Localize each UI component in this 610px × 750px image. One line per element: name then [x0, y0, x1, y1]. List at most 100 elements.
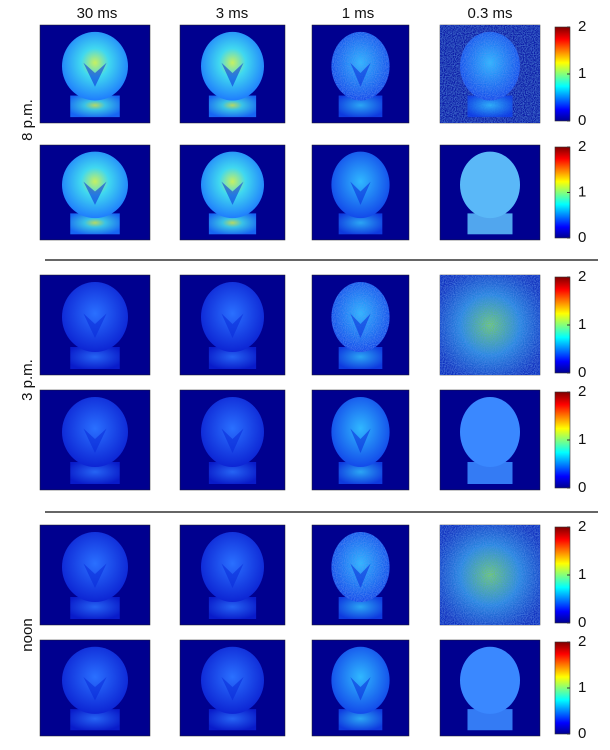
head — [331, 151, 390, 219]
colorbar-tick-label: 0 — [578, 229, 586, 246]
face-shadow — [83, 62, 107, 87]
colorbar-tick-label: 2 — [578, 383, 586, 400]
group-label: noon — [19, 618, 36, 651]
head — [460, 151, 520, 219]
face-image — [439, 639, 541, 737]
head — [201, 646, 264, 714]
face-image — [311, 524, 410, 626]
face-image — [179, 524, 286, 626]
column-header: 3 ms — [216, 5, 249, 22]
face-image — [39, 389, 151, 491]
column-header: 1 ms — [342, 5, 375, 22]
face-image — [39, 24, 151, 124]
colorbar-tick-label: 0 — [578, 364, 586, 381]
face-shadow — [83, 428, 107, 453]
head — [62, 282, 128, 352]
neck — [208, 597, 257, 619]
head — [62, 151, 128, 219]
face-image — [39, 639, 151, 737]
neck — [70, 213, 120, 235]
head — [62, 646, 128, 714]
face-shadow — [350, 428, 371, 453]
colorbar-tick-label: 0 — [578, 725, 586, 742]
head — [201, 532, 264, 602]
face-image — [179, 274, 286, 376]
face-image — [39, 274, 151, 376]
face-shadow — [350, 181, 371, 205]
neck — [467, 213, 513, 235]
neck — [338, 95, 383, 118]
colorbar-tick-label: 1 — [578, 183, 586, 200]
head — [62, 31, 128, 101]
colorbar-tick-label: 1 — [578, 431, 586, 448]
head — [201, 397, 264, 467]
head — [201, 31, 264, 101]
face-image — [311, 274, 410, 376]
head — [201, 151, 264, 219]
colorbar-tick-label: 2 — [578, 138, 586, 155]
neck — [70, 597, 120, 619]
head — [460, 397, 520, 467]
head — [331, 31, 390, 101]
colorbar-tick-label: 1 — [578, 679, 586, 696]
face-shadow — [350, 62, 371, 87]
face-shadow — [350, 313, 371, 338]
face-image — [311, 389, 410, 491]
face-image — [179, 389, 286, 491]
head — [201, 282, 264, 352]
column-header: 30 ms — [77, 5, 118, 22]
head — [62, 397, 128, 467]
face-shadow — [221, 676, 244, 701]
head — [331, 532, 390, 602]
head — [460, 31, 520, 101]
colorbar-tick-label: 2 — [578, 633, 586, 650]
neck — [208, 347, 257, 369]
face-shadow — [350, 676, 371, 701]
group-label: 8 p.m. — [19, 99, 36, 141]
colorbar-tick-label: 1 — [578, 316, 586, 333]
face-shadow — [221, 428, 244, 453]
neck — [208, 709, 257, 731]
face-shadow — [221, 181, 244, 205]
colorbar-tick-label: 2 — [578, 268, 586, 285]
head — [331, 282, 390, 352]
face-image — [179, 24, 286, 124]
colorbar-tick-label: 0 — [578, 112, 586, 129]
neck — [467, 709, 513, 731]
neck — [208, 95, 257, 118]
face-image — [39, 524, 151, 626]
neck — [208, 213, 257, 235]
group-label: 3 p.m. — [19, 359, 36, 401]
face-shadow — [83, 181, 107, 205]
neck — [338, 709, 383, 731]
face-shadow — [221, 563, 244, 588]
face-image — [439, 524, 541, 626]
neck — [338, 462, 383, 484]
head — [62, 532, 128, 602]
face-image — [439, 274, 541, 376]
head — [331, 397, 390, 467]
neck — [70, 347, 120, 369]
noise-field — [440, 275, 540, 375]
face-shadow — [350, 563, 371, 588]
face-shadow — [83, 676, 107, 701]
neck — [208, 462, 257, 484]
colorbar-tick-label: 1 — [578, 65, 586, 82]
face-image — [311, 24, 410, 124]
face-shadow — [221, 313, 244, 338]
colorbar-tick-label: 2 — [578, 518, 586, 535]
face-image — [439, 24, 541, 124]
colorbar-tick-label: 1 — [578, 566, 586, 583]
column-header: 0.3 ms — [467, 5, 512, 22]
neck — [467, 95, 513, 118]
face-image — [311, 639, 410, 737]
head — [460, 646, 520, 714]
face-image — [439, 144, 541, 241]
neck — [70, 95, 120, 118]
neck — [338, 597, 383, 619]
face-image — [311, 144, 410, 241]
neck — [70, 462, 120, 484]
colorbar-tick-label: 2 — [578, 18, 586, 35]
neck — [338, 213, 383, 235]
noise-field — [440, 525, 540, 625]
